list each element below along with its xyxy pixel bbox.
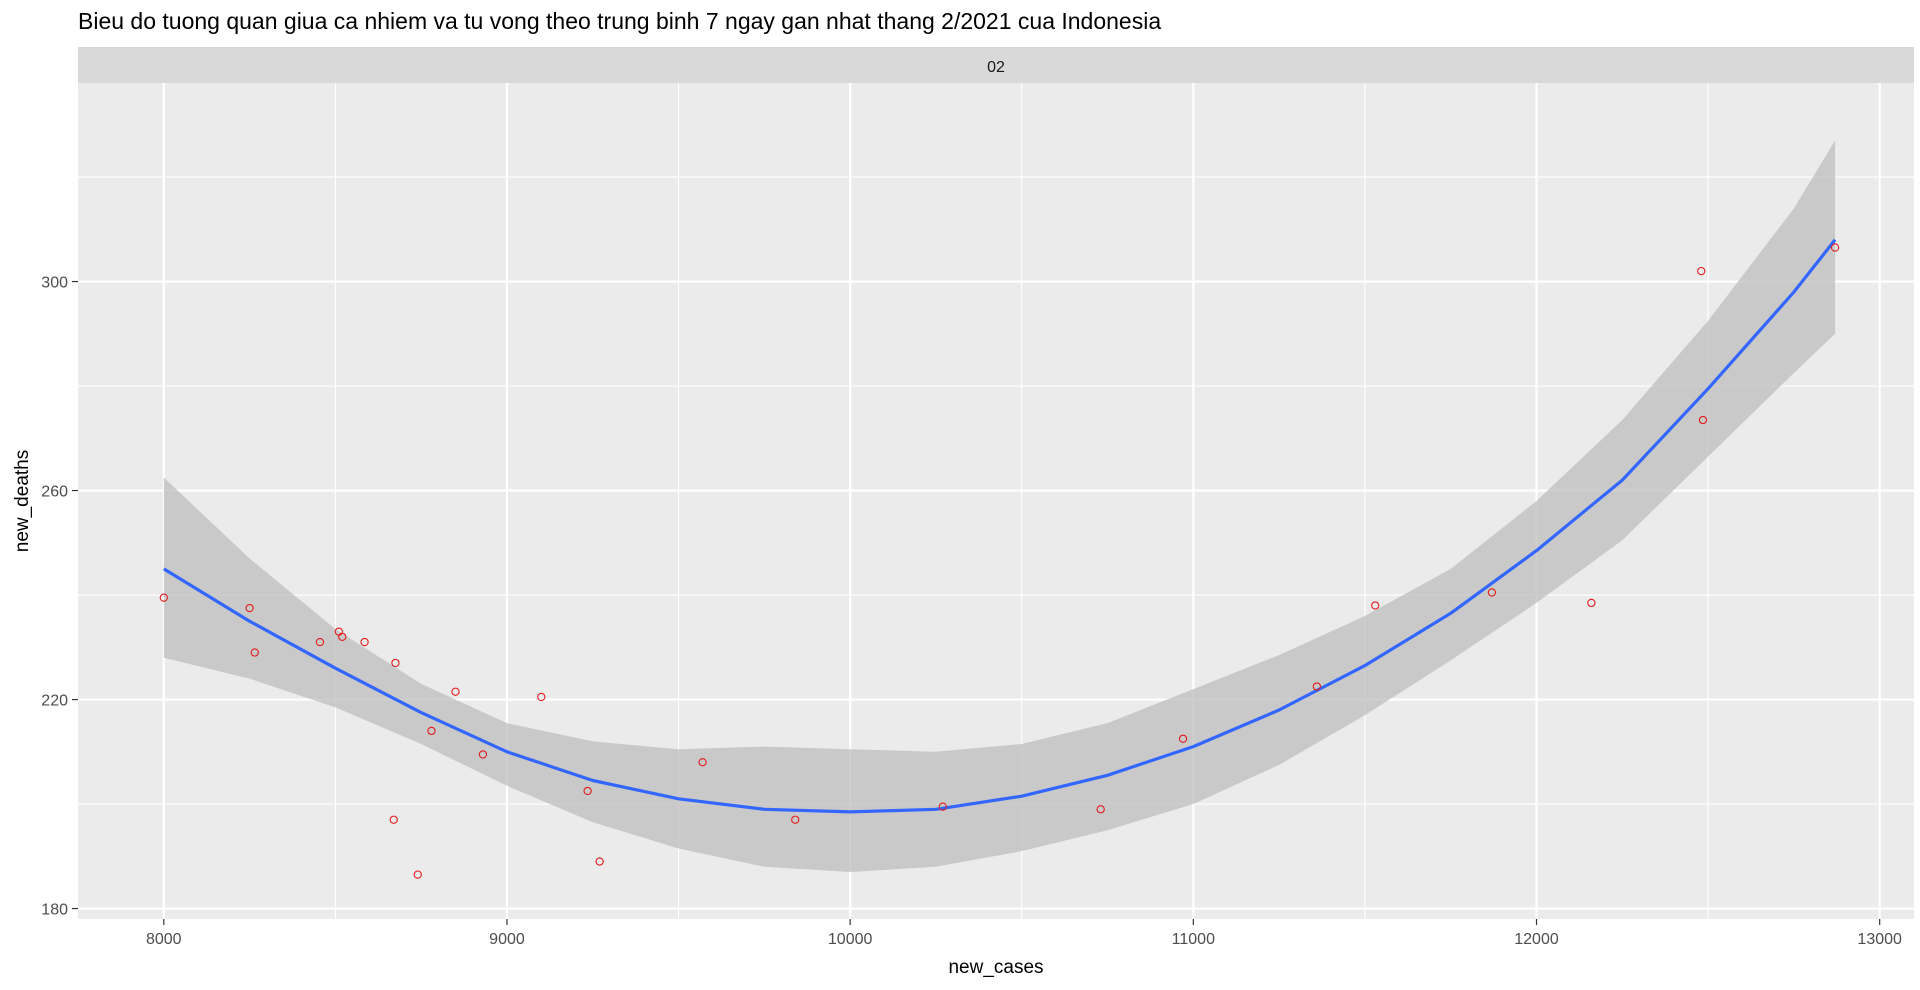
data-point	[245, 603, 254, 613]
data-point	[250, 648, 259, 657]
smooth-line	[162, 238, 1837, 814]
data-point	[391, 658, 400, 668]
chart-title: Bieu do tuong quan giua ca nhiem va tu v…	[78, 8, 1161, 34]
data-point	[315, 637, 325, 647]
data-point	[1697, 266, 1706, 276]
x-tick-label: 8000	[146, 931, 182, 948]
data-point	[360, 637, 369, 647]
y-tick-label: 220	[41, 693, 68, 710]
data-point	[478, 750, 488, 759]
data-point	[938, 802, 947, 811]
data-point	[1830, 243, 1840, 252]
data-point	[1312, 682, 1322, 691]
x-tick-label: 10000	[828, 931, 873, 948]
facet-strip-label: 02	[987, 59, 1005, 76]
data-point	[427, 726, 436, 736]
data-point	[595, 857, 604, 866]
y-axis: 180 220 260 300	[41, 275, 78, 919]
data-point	[1371, 601, 1380, 610]
y-axis-label: new_deaths	[12, 450, 33, 552]
data-point	[451, 687, 460, 696]
x-axis-label: new_cases	[948, 957, 1043, 978]
grid-minor-lines	[78, 83, 1914, 919]
data-point	[537, 692, 546, 702]
y-tick-label: 300	[41, 275, 68, 292]
data-point	[1587, 598, 1596, 608]
data-point	[389, 815, 398, 824]
y-tick-label: 180	[41, 902, 68, 919]
data-point	[1096, 805, 1105, 814]
data-point	[1487, 588, 1497, 597]
grid-major-lines	[78, 83, 1914, 919]
x-tick-label: 11000	[1172, 931, 1215, 948]
smooth-line-layer	[162, 238, 1837, 814]
y-tick-label: 260	[41, 484, 68, 501]
x-axis: 8000 9000 10000 11000 12000 13000	[146, 919, 1902, 948]
data-point	[413, 870, 422, 879]
data-points-layer	[159, 243, 1840, 879]
data-point	[583, 786, 592, 796]
data-point	[791, 815, 800, 824]
data-point	[1698, 415, 1708, 425]
facet-strip	[78, 47, 1914, 83]
data-point	[159, 593, 168, 602]
data-point	[338, 632, 347, 641]
data-point	[698, 758, 707, 767]
x-tick-label: 9000	[489, 931, 525, 948]
x-tick-label: 13000	[1857, 931, 1902, 948]
x-tick-label: 12000	[1514, 931, 1559, 948]
data-point	[1178, 734, 1188, 743]
